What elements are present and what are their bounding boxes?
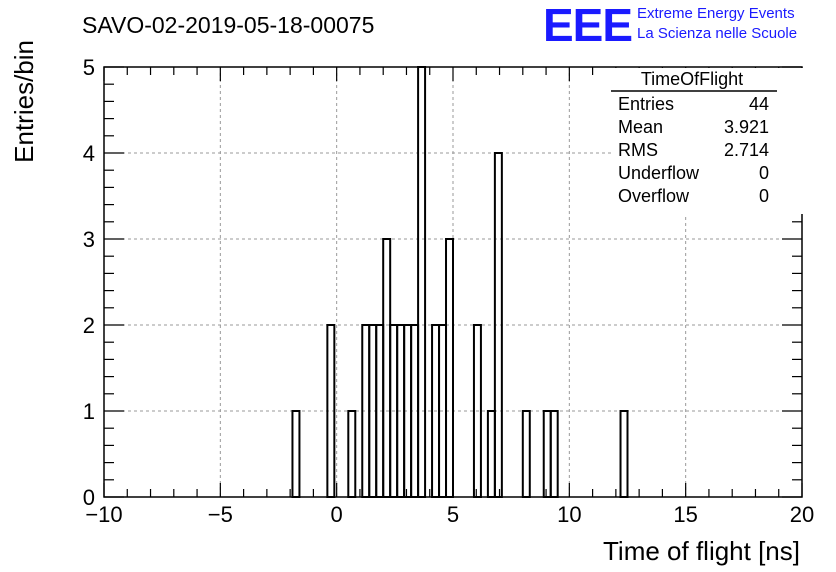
stats-box-background	[611, 68, 805, 214]
x-tick-label-1: −5	[208, 502, 233, 527]
y-axis-label: Entries/bin	[9, 40, 39, 163]
x-tick-label-2: 0	[331, 502, 343, 527]
stats-label-entries: Entries	[618, 94, 674, 114]
y-tick-label-0: 0	[83, 485, 95, 510]
histogram-bar-21	[549, 410, 559, 498]
histogram-bar-2	[347, 410, 357, 498]
y-tick-label-5: 5	[83, 55, 95, 80]
histogram-series	[291, 66, 629, 498]
histogram-bar-15	[445, 238, 454, 498]
run-title: SAVO-02-2019-05-18-00075	[82, 12, 374, 38]
y-tick-label-3: 3	[83, 227, 95, 252]
x-tick-label-6: 20	[790, 502, 814, 527]
stats-label-overflow: Overflow	[618, 186, 690, 206]
x-tick-label-3: 5	[447, 502, 459, 527]
stats-label-rms: RMS	[618, 140, 658, 160]
stats-box: TimeOfFlight Entries 44 Mean 3.921 RMS 2.714 U…	[611, 68, 805, 214]
x-axis-label: Time of flight [ns]	[603, 536, 800, 566]
histogram-bar-6	[382, 238, 392, 498]
stats-value-underflow: 0	[759, 163, 769, 183]
histogram-bar-0	[291, 410, 301, 498]
stats-value-mean: 3.921	[724, 117, 769, 137]
y-tick-label-4: 4	[83, 141, 95, 166]
stats-label-underflow: Underflow	[618, 163, 700, 183]
histogram-bar-19	[521, 410, 531, 498]
tick-labels: −10 −5 0 5 10 15 20 0 1 2 3 4 5	[83, 55, 814, 527]
histogram-bar-22	[619, 410, 629, 498]
stats-value-entries: 44	[749, 94, 769, 114]
histogram-bar-11	[417, 66, 427, 498]
x-tick-label-4: 10	[557, 502, 581, 527]
y-tick-label-1: 1	[83, 399, 95, 424]
stats-label-mean: Mean	[618, 117, 663, 137]
stats-title: TimeOfFlight	[641, 69, 743, 89]
histogram-bar-20	[542, 410, 552, 498]
x-tick-label-0: −10	[85, 502, 122, 527]
logo-line-2: La Scienza nelle Scuole	[637, 25, 798, 42]
stats-value-overflow: 0	[759, 186, 769, 206]
logo-line-1: Extreme Energy Events	[637, 5, 795, 22]
stats-value-rms: 2.714	[724, 140, 769, 160]
x-tick-label-5: 15	[673, 502, 697, 527]
histogram-bar-17	[486, 410, 496, 498]
eee-logo-mark: EEE	[543, 0, 633, 51]
stats-rows: Entries 44 Mean 3.921 RMS 2.714 Underflow 0 Over…	[618, 94, 769, 206]
y-tick-label-2: 2	[83, 313, 95, 338]
